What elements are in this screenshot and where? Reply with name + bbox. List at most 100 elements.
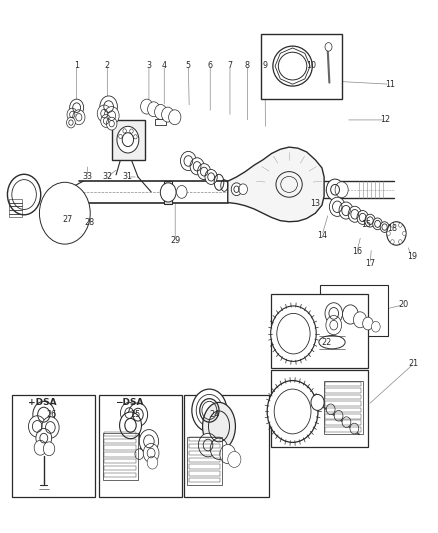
Circle shape [130, 129, 133, 133]
Circle shape [139, 430, 159, 453]
Bar [9, 214, 22, 217]
Circle shape [117, 126, 139, 153]
Bar [99, 395, 182, 497]
Circle shape [363, 317, 373, 330]
Text: 32: 32 [102, 173, 113, 181]
Circle shape [148, 102, 160, 117]
Circle shape [348, 206, 361, 222]
Bar [104, 439, 136, 443]
Circle shape [380, 222, 389, 232]
Circle shape [403, 231, 406, 236]
Text: 5: 5 [186, 61, 191, 69]
Bar [271, 294, 368, 368]
Circle shape [334, 410, 343, 421]
Text: 27: 27 [63, 215, 73, 224]
Circle shape [274, 389, 311, 434]
Circle shape [365, 214, 375, 227]
Circle shape [39, 182, 90, 244]
Circle shape [162, 107, 174, 122]
Circle shape [180, 151, 196, 171]
Circle shape [120, 412, 141, 439]
Text: 17: 17 [365, 260, 375, 268]
Text: 3: 3 [146, 61, 152, 69]
Text: 29: 29 [170, 237, 180, 245]
Bar [104, 466, 136, 470]
Text: +DSA: +DSA [28, 398, 57, 407]
Bar [325, 394, 361, 399]
Circle shape [399, 223, 402, 227]
Text: 15: 15 [360, 221, 371, 229]
Circle shape [205, 169, 217, 184]
Text: 8: 8 [245, 61, 250, 69]
Circle shape [350, 423, 359, 434]
Bar [325, 382, 361, 386]
Bar [261, 34, 342, 99]
Circle shape [67, 108, 78, 121]
Circle shape [100, 96, 117, 117]
Circle shape [391, 223, 394, 227]
Circle shape [353, 312, 367, 328]
Circle shape [210, 438, 228, 459]
Text: 9: 9 [262, 61, 268, 69]
Text: 16: 16 [352, 247, 362, 256]
Text: −DSA: −DSA [115, 398, 143, 407]
Text: 24: 24 [209, 410, 220, 419]
Circle shape [271, 306, 316, 361]
Circle shape [36, 429, 52, 448]
Circle shape [147, 456, 158, 469]
Circle shape [79, 211, 84, 216]
Circle shape [239, 184, 247, 195]
Circle shape [177, 185, 187, 198]
Text: 4: 4 [162, 61, 167, 69]
Circle shape [106, 117, 117, 130]
Circle shape [198, 433, 218, 457]
Circle shape [44, 188, 86, 239]
Bar [9, 206, 22, 210]
Ellipse shape [202, 402, 236, 450]
Circle shape [311, 394, 324, 410]
Circle shape [141, 99, 153, 114]
Text: 25: 25 [131, 410, 141, 419]
Bar [325, 401, 361, 406]
Circle shape [326, 316, 342, 335]
Circle shape [339, 202, 353, 219]
Bar [325, 408, 361, 413]
Circle shape [54, 228, 59, 233]
Bar [103, 433, 138, 480]
Circle shape [220, 445, 236, 464]
Text: 2: 2 [105, 61, 110, 69]
Text: 11: 11 [385, 80, 395, 88]
Text: 31: 31 [122, 173, 132, 181]
Circle shape [71, 193, 75, 198]
Circle shape [70, 99, 84, 116]
Text: 6: 6 [208, 61, 213, 69]
Circle shape [33, 401, 55, 428]
Circle shape [12, 180, 36, 209]
Circle shape [73, 110, 85, 125]
Circle shape [46, 211, 50, 216]
Bar [189, 478, 220, 482]
Text: 28: 28 [85, 219, 95, 227]
Bar [104, 473, 136, 477]
Circle shape [54, 193, 59, 198]
Circle shape [143, 443, 159, 463]
Bar [320, 285, 388, 336]
Text: 1: 1 [74, 61, 79, 69]
Circle shape [192, 389, 227, 432]
Circle shape [34, 440, 46, 455]
Circle shape [326, 179, 344, 200]
Circle shape [231, 183, 242, 196]
Circle shape [97, 105, 111, 122]
Circle shape [342, 417, 351, 427]
Circle shape [123, 129, 127, 133]
Circle shape [387, 231, 390, 236]
Text: 22: 22 [321, 338, 332, 346]
Bar [325, 427, 361, 432]
Bar [164, 181, 172, 204]
Text: 21: 21 [409, 359, 419, 368]
Text: 14: 14 [317, 231, 327, 240]
Bar [104, 452, 136, 456]
Bar [104, 446, 136, 450]
Bar [325, 388, 361, 393]
Bar [104, 432, 136, 436]
